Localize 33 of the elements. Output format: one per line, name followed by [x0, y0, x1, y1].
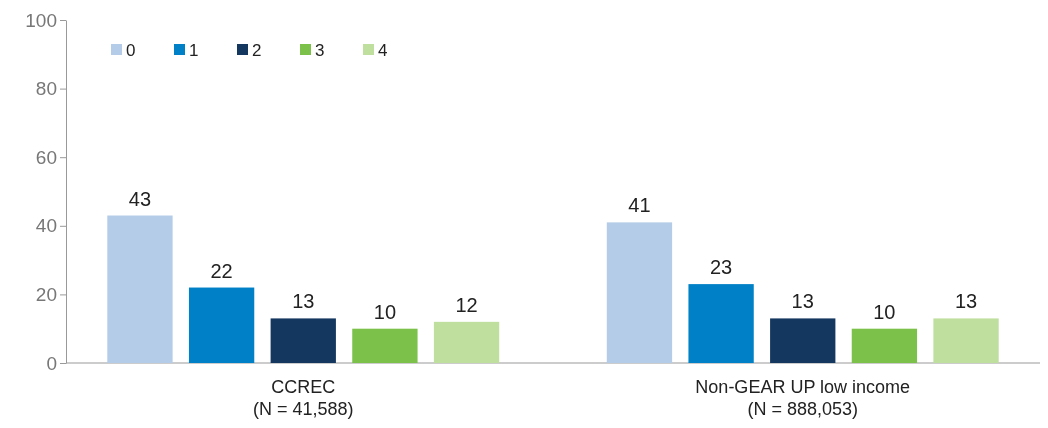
bar [933, 318, 999, 363]
data-label: 13 [954, 290, 978, 313]
legend-label: 2 [252, 41, 262, 60]
bar [433, 321, 500, 363]
bar [688, 284, 754, 363]
legend-label: 0 [126, 41, 136, 60]
data-label: 43 [128, 187, 152, 210]
y-tick-label: 40 [35, 215, 57, 237]
data-label: 12 [455, 293, 478, 316]
y-tick-label: 100 [25, 9, 57, 31]
data-label: 22 [210, 259, 233, 282]
y-tick-label: 20 [35, 283, 57, 305]
y-tick-label: 60 [35, 146, 57, 168]
bar [851, 328, 918, 363]
x-tick-label: CCREC (N = 41,588) [252, 377, 354, 419]
bar [107, 215, 173, 363]
data-label: 23 [709, 256, 733, 279]
y-tick-label: 80 [35, 78, 57, 100]
legend-label: 4 [378, 41, 388, 60]
y-tick-label: 0 [46, 352, 57, 374]
bar [270, 318, 336, 363]
x-tick-label: Non-GEAR UP low income (N = 888,053) [695, 377, 911, 419]
bar [188, 287, 255, 363]
bar [770, 318, 836, 363]
data-label: 41 [628, 194, 651, 217]
legend-label: 1 [189, 41, 199, 60]
bar [352, 328, 418, 363]
data-label: 10 [373, 300, 397, 323]
bar [606, 222, 673, 363]
data-label: 10 [873, 300, 896, 323]
legend-label: 3 [315, 41, 325, 60]
data-label: 13 [791, 290, 814, 313]
data-label: 13 [292, 290, 315, 313]
